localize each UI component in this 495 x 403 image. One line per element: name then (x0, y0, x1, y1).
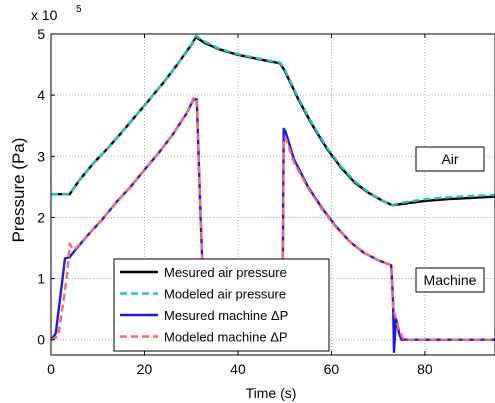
x-tick-label: 0 (47, 361, 55, 377)
legend-label: Modeled air pressure (164, 287, 286, 302)
y-tick-label: 3 (37, 148, 45, 164)
legend-label: Modeled machine ΔP (164, 330, 288, 345)
x-tick-label: 40 (230, 361, 246, 377)
y-tick-label: 0 (37, 332, 45, 348)
x-tick-label: 80 (417, 361, 433, 377)
annotation-label: Air (441, 151, 458, 167)
y-tick-label: 2 (37, 209, 45, 225)
y-exponent-power: 5 (76, 4, 82, 15)
y-tick-label: 4 (37, 87, 45, 103)
y-exponent-label: x 10 (31, 7, 58, 23)
x-tick-label: 20 (137, 361, 153, 377)
annotation-label: Machine (424, 272, 477, 288)
x-axis-label: Time (s) (246, 385, 297, 401)
y-tick-label: 5 (37, 26, 45, 42)
y-axis-label: Pressure (Pa) (9, 138, 28, 243)
x-tick-label: 60 (324, 361, 340, 377)
legend-label: Mesured machine ΔP (164, 308, 288, 323)
legend-label: Mesured air pressure (164, 265, 287, 280)
y-tick-label: 1 (37, 271, 45, 287)
legend: Mesured air pressure Modeled air pressure… (114, 259, 329, 351)
